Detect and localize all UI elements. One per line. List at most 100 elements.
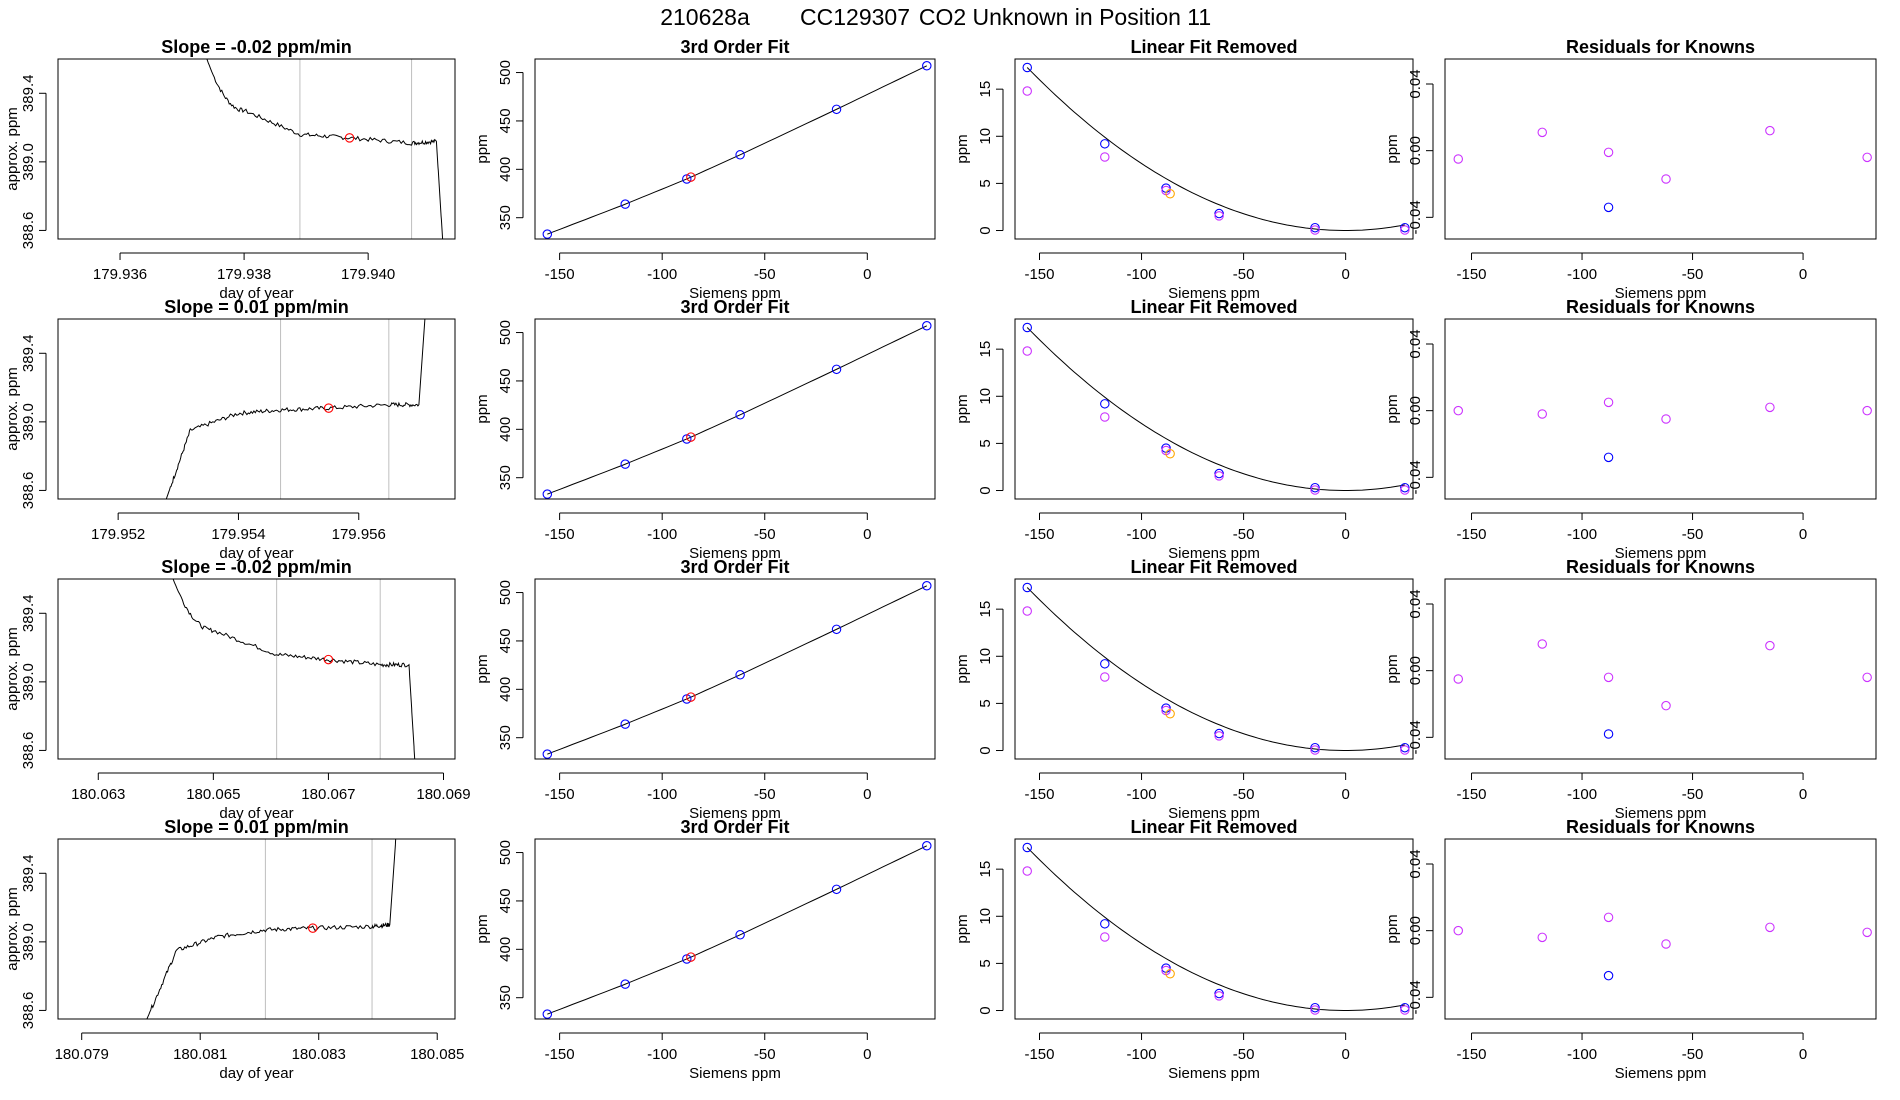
fit-y-tick-label: 500 [497,840,514,865]
resid-title: Residuals for Knowns [1566,297,1755,317]
resid-title: Residuals for Knowns [1566,37,1755,57]
fit-y-tick-label: 450 [497,108,514,133]
time-y-tick-label: 389.0 [20,143,37,181]
slope-title: Slope = -0.02 ppm/min [161,37,352,57]
y-axis-label: approx. ppm [4,887,21,970]
siemens-x-tick-label: -50 [1682,1046,1704,1063]
y-axis-label: ppm [954,914,971,943]
known-point [735,150,745,160]
known-point [735,930,745,940]
residual-point [1603,672,1614,683]
known-point [1310,222,1320,233]
lin-y-tick-label: 5 [977,699,994,707]
known-point [922,61,932,71]
timeseries-panel-4: Slope = 0.01 ppm/min 180.079 180.081 180.08… [4,817,464,1082]
fit-panel-1: 3rd Order Fit -150 -100 -50 0 350 400 450 500 Sie… [474,37,936,302]
x-axis-label: day of year [219,285,293,302]
known-point [735,410,745,420]
residual-point [1453,154,1464,164]
residual-point [1453,925,1464,936]
siemens-x-tick-label: -50 [1233,786,1255,803]
unknown-residual-point [1603,202,1614,213]
trace-line [165,318,426,500]
known-point [1400,1002,1410,1013]
plot-frame [1014,58,1414,240]
x-axis-label: Siemens ppm [689,1065,781,1082]
y-axis-label: ppm [1384,654,1401,683]
time-y-tick-label: 388.6 [20,212,37,250]
residual-point [1214,731,1224,741]
time-x-tick-label: 180.067 [301,786,355,803]
known-point [831,624,842,635]
residual-point [1214,211,1224,221]
residual-point [1862,672,1872,683]
y-axis-label: approx. ppm [4,107,21,190]
residual-point [1453,674,1464,684]
unknown-point [686,172,696,182]
plot-frame [1014,578,1414,760]
siemens-x-tick-label: -100 [647,266,677,283]
offset-point [1022,86,1032,96]
figure-title-sample: CC129307 [800,4,910,30]
residual-point [1214,991,1224,1001]
siemens-x-tick-label: -150 [1457,786,1487,803]
residuals-panel-1: Residuals for Knowns -150 -100 -50 0 -0.04 0.0… [1384,37,1877,302]
quadratic-curve [1026,327,1405,491]
lin-y-tick-label: 0 [977,486,994,494]
known-point [922,841,932,851]
linfit-panel-3: Linear Fit Removed -150 -100 -50 0 0 5 10 15 Siem… [954,557,1414,822]
known-point [1400,742,1410,753]
fit-y-tick-label: 450 [497,628,514,653]
offset-point [1022,866,1032,876]
lin-y-tick-label: 0 [977,746,994,754]
time-y-tick-label: 389.4 [20,595,37,633]
plot-frame [1444,838,1877,1020]
fit-y-tick-label: 350 [497,465,514,490]
fit-y-tick-label: 450 [497,368,514,393]
mean-point [323,403,334,413]
time-x-tick-label: 180.083 [292,1046,346,1063]
y-axis-label: ppm [1384,394,1401,423]
known-point [542,489,553,499]
fit-curve [547,585,928,755]
offset-point [1100,412,1110,422]
timeseries-panel-1: Slope = -0.02 ppm/min 179.936 179.938 179.9… [4,37,456,302]
time-x-tick-label: 179.940 [341,266,395,283]
unknown-residual-point [1603,970,1614,981]
plot-frame [57,58,456,240]
time-x-tick-label: 180.065 [186,786,240,803]
known-point [1022,842,1032,853]
siemens-x-tick-label: 0 [863,526,871,543]
time-x-tick-label: 179.936 [93,266,147,283]
time-x-tick-label: 180.063 [71,786,125,803]
panels-group: Slope = -0.02 ppm/min 179.936 179.938 179.9… [4,37,1877,1082]
siemens-x-tick-label: 0 [1341,526,1349,543]
quadratic-curve [1026,847,1405,1011]
resid-title: Residuals for Knowns [1566,557,1755,577]
x-axis-label: Siemens ppm [689,805,781,822]
time-y-tick-label: 389.4 [20,855,37,893]
linfit-panel-1: Linear Fit Removed -150 -100 -50 0 0 5 10 15 Siem… [954,37,1414,302]
resid-y-tick-label: 0.04 [1407,589,1424,618]
known-point [1100,919,1110,929]
resid-y-tick-label: 0.04 [1407,849,1424,878]
x-axis-label: Siemens ppm [689,545,781,562]
residuals-panel-2: Residuals for Knowns -150 -100 -50 0 -0.04 0.0… [1384,297,1877,562]
quadratic-curve [1026,587,1405,751]
siemens-x-tick-label: -100 [1127,266,1157,283]
x-axis-label: Siemens ppm [1168,805,1260,822]
time-y-tick-label: 389.4 [20,75,37,113]
x-axis-label: Siemens ppm [689,285,781,302]
siemens-x-tick-label: -150 [545,1046,575,1063]
known-point [922,321,932,331]
fit-y-tick-label: 350 [497,205,514,230]
residual-point [1603,912,1614,923]
residual-point [1310,745,1320,755]
x-axis-label: Siemens ppm [1615,1065,1707,1082]
residual-point [1214,471,1224,481]
time-y-tick-label: 389.0 [20,403,37,441]
siemens-x-tick-label: -150 [1024,266,1054,283]
known-point [1100,139,1110,149]
lin-y-tick-label: 10 [977,908,994,925]
residual-point [1661,414,1671,424]
